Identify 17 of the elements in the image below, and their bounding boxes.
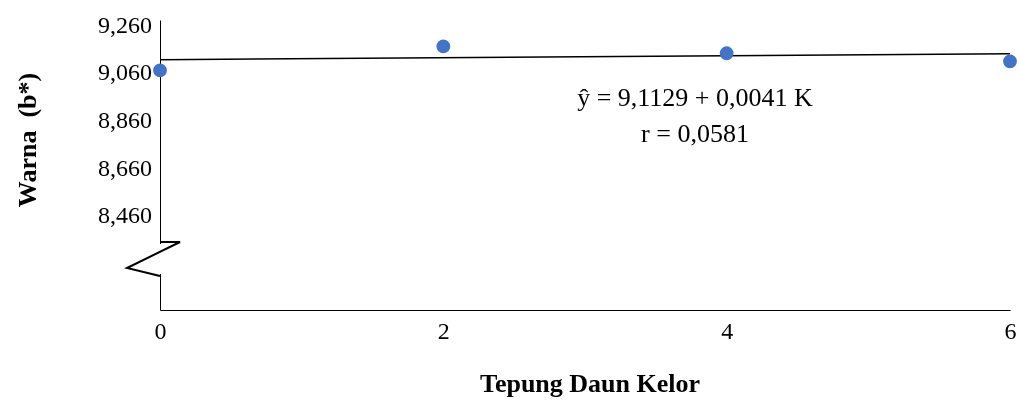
- x-tick-label: 4: [721, 318, 734, 345]
- x-tick-label: 0: [154, 318, 167, 345]
- x-axis-title: Tepung Daun Kelor: [479, 369, 701, 398]
- y-tick-label: 9,060: [98, 59, 152, 86]
- y-tick-label: 8,460: [98, 202, 152, 229]
- point: [1003, 54, 1017, 69]
- y-tick-label: 8,660: [98, 154, 152, 181]
- y-tick-label: 8,860: [98, 107, 152, 134]
- annotation: r = 0,0581: [641, 119, 749, 148]
- x-tick-label: 2: [437, 318, 450, 345]
- y-tick-label: 9,260: [98, 11, 152, 38]
- x-tick-label: 6: [1004, 318, 1017, 345]
- annotation: ŷ = 9,1129 + 0,0041 K: [577, 83, 814, 112]
- y-axis-title: Warna (b*): [13, 72, 42, 208]
- point: [153, 63, 167, 78]
- point: [719, 46, 734, 61]
- point: [436, 39, 451, 54]
